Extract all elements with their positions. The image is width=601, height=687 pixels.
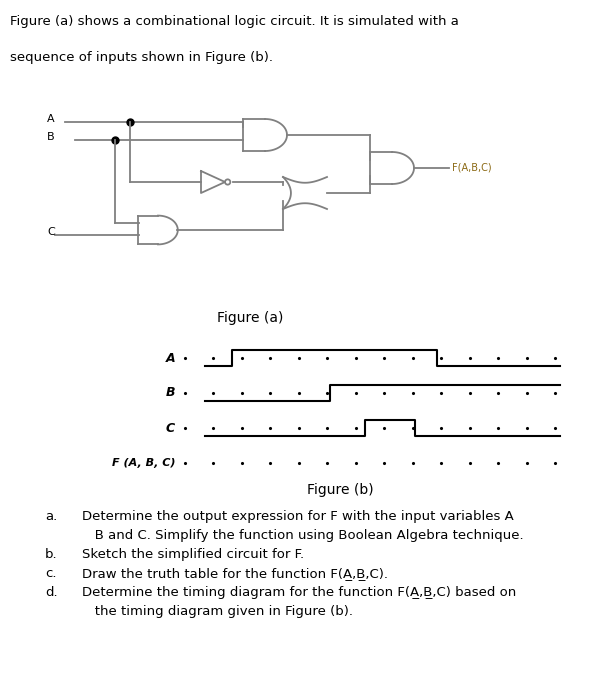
Text: Determine the output expression for F with the input variables A: Determine the output expression for F wi… — [82, 510, 514, 523]
Text: A: A — [47, 114, 55, 124]
Text: Determine the timing diagram for the function F(A̲,B̲,C) based on: Determine the timing diagram for the fun… — [82, 586, 516, 599]
Text: B: B — [165, 387, 175, 400]
Text: Sketch the simplified circuit for F.: Sketch the simplified circuit for F. — [82, 548, 304, 561]
Text: sequence of inputs shown in Figure (b).: sequence of inputs shown in Figure (b). — [10, 51, 273, 64]
Text: B and C. Simplify the function using Boolean Algebra technique.: B and C. Simplify the function using Boo… — [82, 529, 523, 542]
Text: B: B — [47, 132, 55, 142]
Text: Figure (a): Figure (a) — [217, 311, 283, 325]
Text: C: C — [47, 227, 55, 237]
Text: Figure (b): Figure (b) — [307, 483, 373, 497]
Text: the timing diagram given in Figure (b).: the timing diagram given in Figure (b). — [82, 605, 353, 618]
Text: A: A — [165, 352, 175, 365]
Text: F(A,B,C): F(A,B,C) — [452, 163, 492, 173]
Text: C: C — [166, 422, 175, 434]
Text: b.: b. — [45, 548, 58, 561]
Text: F (A, B, C): F (A, B, C) — [112, 458, 175, 468]
Text: Figure (a) shows a combinational logic circuit. It is simulated with a: Figure (a) shows a combinational logic c… — [10, 15, 459, 28]
Text: d.: d. — [45, 586, 58, 599]
Text: Draw the truth table for the function F(A̲,B̲,C).: Draw the truth table for the function F(… — [82, 567, 388, 580]
Text: c.: c. — [45, 567, 56, 580]
Text: a.: a. — [45, 510, 57, 523]
